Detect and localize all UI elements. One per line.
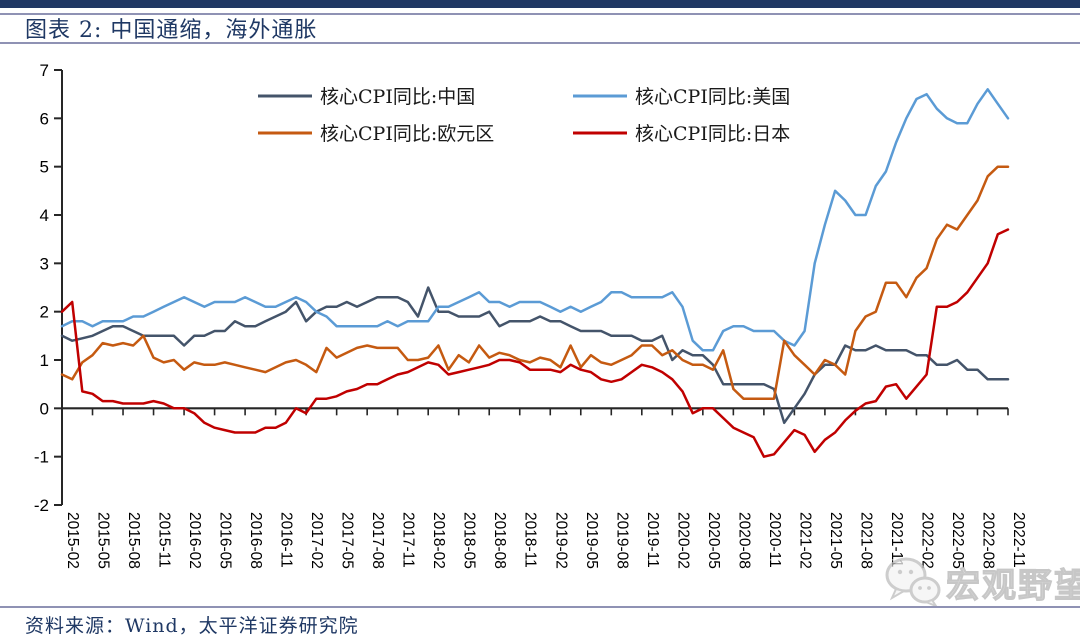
x-axis-label: 2018-05 <box>461 512 478 569</box>
legend-label-eurozone: 核心CPI同比:欧元区 <box>320 123 494 145</box>
x-axis-label: 2019-08 <box>613 512 630 569</box>
x-axis-label: 2020-11 <box>766 512 783 568</box>
y-axis-label: 7 <box>40 61 49 80</box>
x-axis-label: 2018-02 <box>430 512 447 569</box>
x-axis-label: 2021-08 <box>857 512 874 569</box>
x-axis-label: 2015-08 <box>125 512 142 569</box>
x-axis-label: 2017-05 <box>339 512 356 569</box>
y-axis-label: 0 <box>40 399 49 418</box>
series-line-us <box>60 88 1010 352</box>
x-axis-label: 2016-08 <box>247 512 264 569</box>
x-axis-label: 2022-05 <box>949 512 966 569</box>
x-axis-label: 2021-02 <box>796 512 813 569</box>
legend-label-us: 核心CPI同比:美国 <box>635 86 790 108</box>
x-axis-label: 2016-02 <box>186 512 203 569</box>
x-axis-label: 2016-11 <box>278 512 295 568</box>
source-top-rule <box>0 606 1080 608</box>
y-axis-label: 6 <box>40 109 49 128</box>
x-axis-label: 2015-05 <box>95 512 112 569</box>
x-axis-label: 2018-11 <box>522 512 539 568</box>
x-axis-label: 2020-05 <box>705 512 722 569</box>
x-axis-label: 2017-08 <box>369 512 386 569</box>
cpi-line-chart: 7 6 5 4 3 2 1 0 -1 -2 2015-02 2015-05 2015-08 2015-11… <box>34 61 1027 569</box>
x-axis-label: 2018-08 <box>491 512 508 569</box>
x-axis-label: 2022-02 <box>918 512 935 569</box>
x-axis-label: 2020-02 <box>674 512 691 569</box>
x-axis-label: 2022-08 <box>979 512 996 569</box>
figure-title: 图表 2: 中国通缩，海外通胀 <box>25 18 318 43</box>
title-top-rule <box>0 13 1080 15</box>
y-axis-label: -2 <box>34 496 49 515</box>
top-accent-bar <box>0 0 1080 8</box>
x-axis-label: 2019-11 <box>644 512 661 568</box>
legend-label-japan: 核心CPI同比:日本 <box>635 123 790 145</box>
x-axis-label: 2015-11 <box>156 512 173 568</box>
source-row: 资料来源：Wind，太平洋证券研究院 <box>25 611 359 638</box>
series-line-japan <box>60 228 1010 458</box>
y-axis-label: 5 <box>40 158 49 177</box>
source-text: 资料来源：Wind，太平洋证券研究院 <box>25 615 359 637</box>
x-axis-label: 2017-02 <box>308 512 325 569</box>
x-axis-label: 2022-11 <box>1010 512 1027 568</box>
series-line-eurozone <box>60 165 1010 400</box>
title-bottom-rule <box>0 42 1080 44</box>
y-axis-label: 3 <box>40 254 49 273</box>
legend-label-china: 核心CPI同比:中国 <box>320 86 475 108</box>
x-axis-label: 2019-05 <box>583 512 600 569</box>
x-axis-label: 2019-02 <box>552 512 569 569</box>
x-axis-label: 2015-02 <box>64 512 81 569</box>
x-axis-label: 2020-08 <box>735 512 752 569</box>
x-axis-label: 2017-11 <box>400 512 417 568</box>
y-axis-label: -1 <box>34 448 49 467</box>
y-axis-label: 1 <box>40 351 49 370</box>
x-axis-label: 2021-05 <box>827 512 844 569</box>
figure-title-row: 图表 2: 中国通缩，海外通胀 <box>25 14 1055 43</box>
y-axis-label: 4 <box>40 206 49 225</box>
y-axis-label: 2 <box>40 303 49 322</box>
x-axis-label: 2016-05 <box>217 512 234 569</box>
x-axis-label: 2021-11 <box>888 512 905 568</box>
